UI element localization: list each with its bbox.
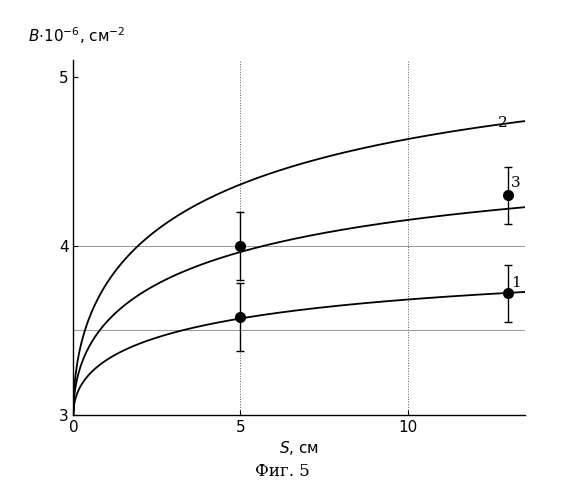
Text: Фиг. 5: Фиг. 5 [254, 463, 310, 480]
Text: $B{\cdot}10^{-6}$, см$^{-2}$: $B{\cdot}10^{-6}$, см$^{-2}$ [28, 25, 126, 46]
Text: 2: 2 [498, 116, 508, 130]
Text: 1: 1 [511, 276, 521, 290]
X-axis label: $S$, см: $S$, см [279, 439, 319, 457]
Text: 3: 3 [511, 176, 521, 190]
